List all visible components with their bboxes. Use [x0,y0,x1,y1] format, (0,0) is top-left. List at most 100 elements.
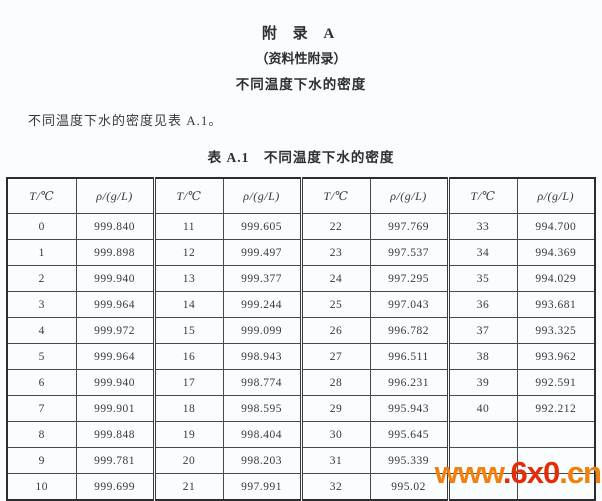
temperature-cell: 23 [299,239,371,266]
temperature-cell: 2 [6,265,77,292]
temperature-cell: 10 [6,473,77,501]
temperature-cell: 17 [152,369,224,396]
density-cell: 997.991 [222,473,302,501]
temperature-cell: 11 [152,213,224,240]
temperature-cell: 12 [152,239,224,266]
temperature-cell: 21 [152,473,224,501]
watermark: www.6x0.cn [435,455,602,490]
temperature-column-header: T/℃ [6,177,77,214]
density-cell: 999.377 [222,265,302,292]
density-cell: 999.605 [222,213,302,240]
density-cell: 999.964 [75,291,155,318]
density-cell: 997.537 [369,239,449,266]
appendix-title: 附 录 A [261,26,341,42]
temperature-cell: 18 [152,395,224,422]
water-density-table: T/℃ ρ/(g/L) T/℃ ρ/(g/L) T/℃ ρ/(g/L) T/℃ ρ/(g/L)… [6,177,596,501]
temperature-cell: 16 [152,343,224,370]
intro-paragraph: 不同温度下水的密度见表 A.1。 [28,113,223,128]
density-cell [516,447,596,474]
temperature-column-header: T/℃ [446,177,518,214]
temperature-cell: 20 [152,447,224,474]
temperature-cell: 30 [299,421,371,448]
density-cell: 995.645 [369,421,449,448]
density-column-header: ρ/(g/L) [222,177,302,214]
temperature-cell: 36 [446,291,518,318]
watermark-segment: .cn [559,455,602,490]
temperature-cell [446,447,518,474]
temperature-cell: 1 [6,239,77,266]
temperature-cell: 24 [299,265,371,292]
density-cell: 999.940 [75,369,155,396]
density-cell: 994.700 [516,213,596,240]
density-cell: 998.595 [222,395,302,422]
density-cell: 993.962 [516,343,596,370]
temperature-cell: 38 [446,343,518,370]
density-cell: 992.591 [516,369,596,396]
temperature-cell: 19 [152,421,224,448]
table-row: 7 999.901 18 998.595 29 995.943 40 992.212 [6,395,596,422]
density-cell: 997.295 [369,265,449,292]
density-cell: 999.848 [75,421,155,448]
density-cell: 999.840 [75,213,155,240]
temperature-cell: 9 [6,447,77,474]
temperature-cell: 0 [6,213,77,240]
temperature-cell: 28 [299,369,371,396]
temperature-cell: 40 [446,395,518,422]
density-cell: 999.244 [222,291,302,318]
density-cell [516,421,596,448]
density-column-header: ρ/(g/L) [516,177,596,214]
temperature-cell: 34 [446,239,518,266]
temperature-cell: 13 [152,265,224,292]
table-body: 0 999.840 11 999.605 22 997.769 33 994.700 1 999.… [6,213,596,501]
temperature-cell: 22 [299,213,371,240]
density-cell: 992.212 [516,395,596,422]
table-row: 5 999.964 16 998.943 27 996.511 38 993.962 [6,343,596,370]
density-cell: 999.964 [75,343,155,370]
density-cell: 996.782 [369,317,449,344]
table-caption: 表 A.1 不同温度下水的密度 [207,150,395,165]
table-row: 2 999.940 13 999.377 24 997.295 35 994.029 [6,265,596,292]
density-cell: 999.940 [75,265,155,292]
density-cell: 999.781 [75,447,155,474]
density-cell: 998.203 [222,447,302,474]
temperature-cell: 32 [299,473,371,501]
table-row: 8 999.848 19 998.404 30 995.645 [6,421,596,448]
density-cell: 995.943 [369,395,449,422]
temperature-cell: 14 [152,291,224,318]
density-cell: 998.404 [222,421,302,448]
temperature-cell: 27 [299,343,371,370]
density-cell: 993.325 [516,317,596,344]
temperature-cell: 37 [446,317,518,344]
temperature-cell: 33 [446,213,518,240]
temperature-cell: 8 [6,421,77,448]
temperature-cell: 25 [299,291,371,318]
density-cell: 998.943 [222,343,302,370]
temperature-cell: 7 [6,395,77,422]
table-row: 6 999.940 17 998.774 28 996.231 39 992.591 [6,369,596,396]
temperature-column-header: T/℃ [299,177,371,214]
density-column-header: ρ/(g/L) [75,177,155,214]
table-row: 0 999.840 11 999.605 22 997.769 33 994.700 [6,213,596,240]
density-cell: 997.043 [369,291,449,318]
density-cell: 999.699 [75,473,155,501]
watermark-segment: .6x0 [502,455,560,490]
appendix-subtitle: （资料性附录） [255,51,347,66]
density-cell: 999.497 [222,239,302,266]
density-cell: 994.369 [516,239,596,266]
density-cell: 995.339 [369,447,449,474]
density-cell: 999.898 [75,239,155,266]
temperature-cell: 4 [6,317,77,344]
table-header-row: T/℃ ρ/(g/L) T/℃ ρ/(g/L) T/℃ ρ/(g/L) T/℃ ρ/(g/L) [6,177,596,214]
table-row: 3 999.964 14 999.244 25 997.043 36 993.681 [6,291,596,318]
density-cell: 994.029 [516,265,596,292]
temperature-cell: 26 [299,317,371,344]
temperature-column-header: T/℃ [152,177,224,214]
density-column-header: ρ/(g/L) [369,177,449,214]
temperature-cell: 31 [299,447,371,474]
temperature-cell: 29 [299,395,371,422]
temperature-cell: 6 [6,369,77,396]
temperature-cell: 35 [446,265,518,292]
document-page: 附 录 A （资料性附录） 不同温度下水的密度 不同温度下水的密度见表 A.1。… [6,26,602,501]
density-cell: 998.774 [222,369,302,396]
density-cell: 993.681 [516,291,596,318]
